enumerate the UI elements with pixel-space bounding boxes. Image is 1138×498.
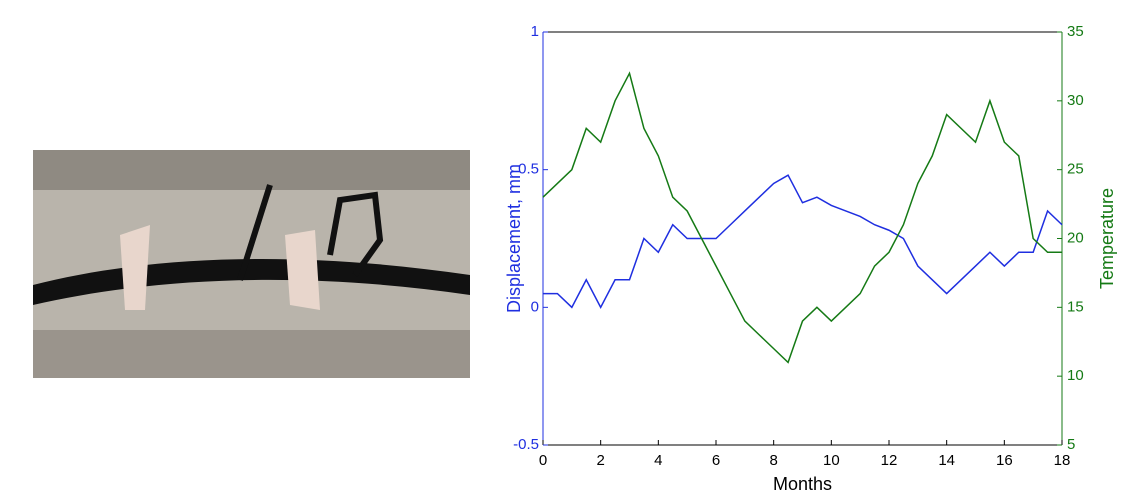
y2-tick-label: 20	[1067, 229, 1084, 246]
y2-tick-label: 15	[1067, 298, 1084, 315]
y-tick-label: 0	[531, 298, 539, 315]
y2-tick-label: 5	[1067, 436, 1075, 453]
x-axis-label: Months	[773, 474, 832, 494]
y-tick-label: -0.5	[513, 436, 539, 453]
x-tick-label: 14	[938, 452, 955, 469]
x-tick-label: 16	[996, 452, 1013, 469]
y-tick-label: 0.5	[518, 161, 539, 178]
y2-axis-label: Temperature	[1097, 188, 1117, 289]
y2-tick-label: 25	[1067, 161, 1084, 178]
y-axis-label: Displacement, mm	[504, 164, 524, 313]
series-line	[543, 174, 1063, 309]
x-tick-label: 6	[712, 452, 720, 469]
x-tick-label: 4	[654, 452, 662, 469]
y-tick-label: 1	[531, 23, 539, 40]
y2-tick-label: 30	[1067, 92, 1084, 109]
x-tick-label: 12	[881, 452, 898, 469]
x-tick-label: 0	[539, 452, 547, 469]
chart: 0 2 4 6 8 10 12 14 16 18-0.500.515101520253035Mon…	[504, 23, 1117, 494]
x-tick-label: 2	[596, 452, 604, 469]
x-tick-label: 10	[823, 452, 840, 469]
y2-tick-label: 10	[1067, 367, 1084, 384]
series-line	[542, 71, 1062, 364]
x-tick-label: 8	[769, 452, 777, 469]
photo	[33, 150, 470, 378]
x-tick-label: 18	[1054, 452, 1071, 469]
y2-tick-label: 35	[1067, 23, 1084, 40]
